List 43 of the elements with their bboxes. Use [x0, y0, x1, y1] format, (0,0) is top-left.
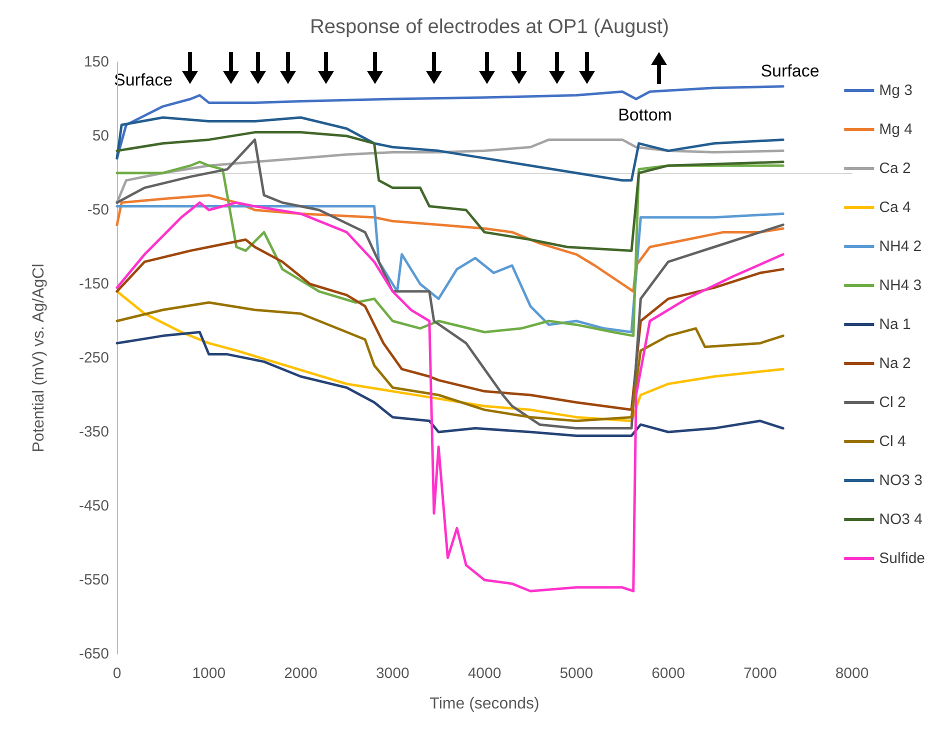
y-tick-label: 50	[92, 128, 109, 144]
chart-title: Response of electrodes at OP1 (August)	[310, 16, 670, 38]
y-tick-label: -350	[78, 424, 109, 440]
y-tick-label: -550	[78, 572, 109, 588]
y-tick-label: 150	[84, 54, 109, 70]
legend-label: NO3 3	[879, 472, 922, 489]
y-tick-label: -50	[87, 202, 109, 218]
legend-label: NO3 4	[879, 511, 922, 528]
legend-label: NH4 3	[879, 277, 922, 294]
annotation: Surface	[114, 70, 173, 90]
legend-label: NH4 2	[879, 238, 922, 255]
x-axis-title: Time (seconds)	[430, 696, 540, 712]
x-tick-label: 8000	[835, 665, 869, 682]
x-tick-label: 0	[112, 665, 122, 682]
legend-label: Mg 4	[879, 121, 912, 138]
x-tick-label: 5000	[560, 665, 594, 682]
y-tick-label: -450	[78, 498, 109, 514]
legend-label: Ca 2	[879, 160, 911, 177]
legend-label: Ca 4	[879, 199, 911, 216]
x-tick-label: 1000	[192, 665, 226, 682]
x-tick-label: 2000	[284, 665, 318, 682]
line-series	[116, 160, 784, 338]
x-tick-label: 4000	[468, 665, 502, 682]
legend-label: Cl 2	[879, 394, 906, 411]
annotation: Bottom	[618, 106, 672, 124]
x-tick-label: 6000	[652, 665, 685, 682]
y-tick-label: -650	[78, 646, 109, 662]
legend-label: Na 2	[879, 355, 911, 372]
annotation: Surface	[760, 62, 820, 80]
line-series	[116, 330, 784, 437]
line-series	[116, 85, 784, 160]
line-series	[116, 201, 784, 592]
legend-label: Na 1	[879, 316, 911, 333]
y-tick-label: -250	[78, 350, 109, 366]
y-tick-label: -150	[78, 276, 109, 292]
line-series	[116, 131, 784, 252]
legend-label: Mg 3	[879, 82, 912, 99]
legend-label: Sulfide	[879, 550, 926, 567]
legend-label: Cl 4	[879, 433, 906, 450]
y-axis-title: Potential (mV) vs. Ag/AgCl	[30, 264, 48, 452]
line-series	[116, 138, 784, 430]
x-tick-label: 3000	[376, 665, 410, 682]
x-tick-label: 7000	[743, 665, 777, 682]
